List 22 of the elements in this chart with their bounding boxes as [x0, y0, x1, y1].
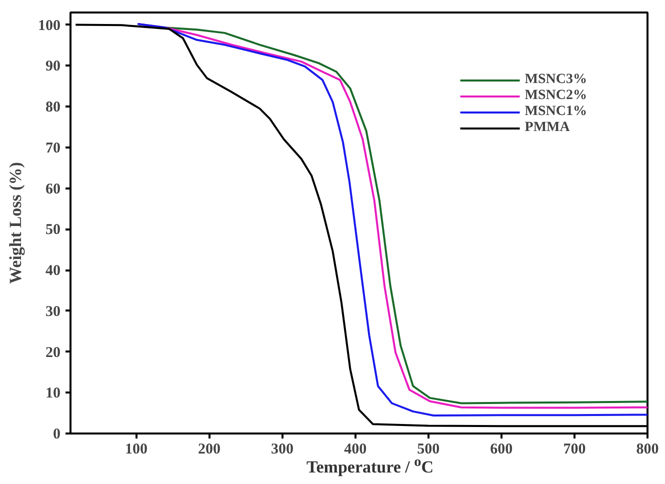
y-tick-label: 70	[46, 140, 60, 156]
y-tick-label: 80	[46, 100, 60, 116]
y-tick-label: 100	[38, 18, 60, 34]
legend-label: MSNC1%	[524, 104, 587, 120]
y-tick-label: 50	[46, 222, 60, 238]
x-tick-label: 600	[490, 442, 513, 458]
y-tick-label: 60	[46, 181, 60, 198]
y-tick-label: 90	[46, 58, 60, 75]
y-tick-label: 30	[46, 304, 60, 320]
legend-label: PMMA	[524, 120, 570, 136]
y-axis-title: Weight Loss (%)	[6, 162, 25, 284]
y-tick-label: 40	[46, 263, 60, 280]
x-tick-label: 100	[124, 442, 148, 458]
y-tick-label: 10	[46, 386, 60, 402]
legend-label: MSNC3%	[524, 72, 587, 88]
y-tick-label: 0	[53, 426, 60, 442]
x-tick-label: 700	[563, 442, 586, 458]
y-tick-label: 20	[46, 344, 60, 361]
x-tick-label: 200	[198, 442, 221, 458]
legend-label: MSNC2%	[524, 88, 587, 104]
x-tick-label: 300	[271, 442, 294, 458]
x-tick-label: 800	[636, 442, 659, 458]
